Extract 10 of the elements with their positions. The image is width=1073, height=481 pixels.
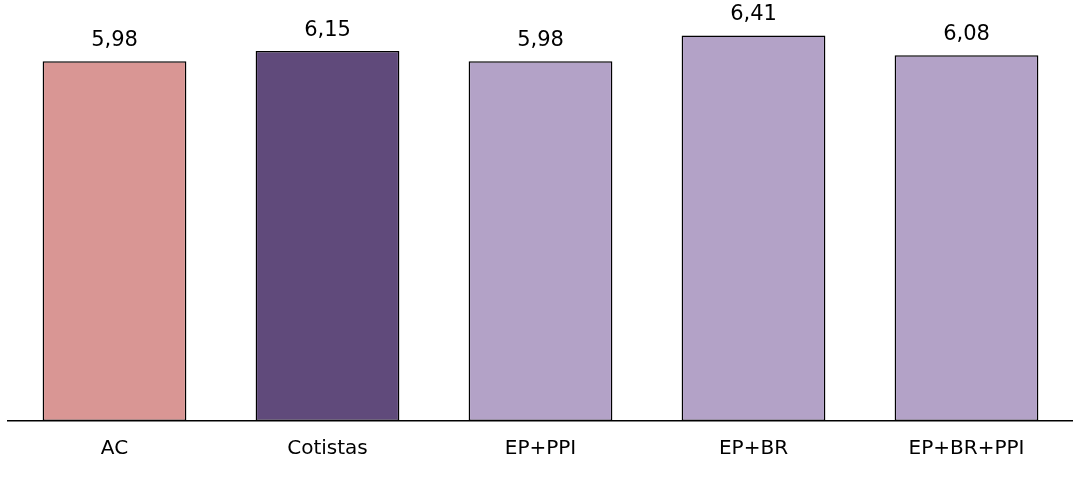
data-label: 6,41 <box>730 1 777 26</box>
x-tick-label: AC <box>100 435 129 460</box>
x-tick-label: EP+BR+PPI <box>908 435 1025 460</box>
x-tick-label: Cotistas <box>287 435 368 460</box>
data-label: 6,08 <box>943 21 990 46</box>
data-label: 5,98 <box>91 27 138 52</box>
x-tick-label: EP+PPI <box>504 435 577 460</box>
x-tick-label: EP+BR <box>718 435 789 460</box>
data-label: 5,98 <box>517 27 564 52</box>
data-label: 6,15 <box>304 17 351 42</box>
